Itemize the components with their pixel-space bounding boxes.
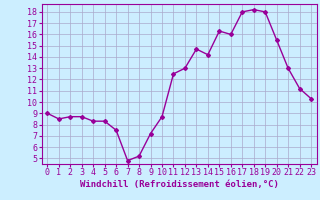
X-axis label: Windchill (Refroidissement éolien,°C): Windchill (Refroidissement éolien,°C): [80, 180, 279, 189]
